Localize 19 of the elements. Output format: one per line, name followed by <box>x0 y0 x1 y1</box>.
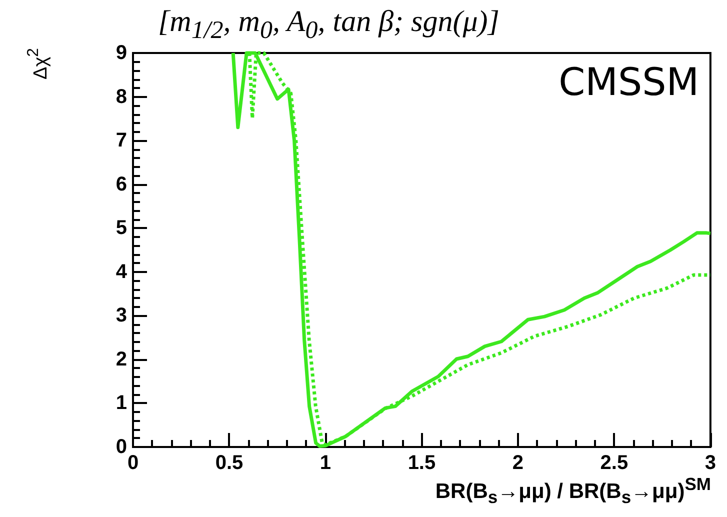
y-tick-label: 6 <box>116 173 127 196</box>
x-tick-label: 1.5 <box>408 452 436 474</box>
x-tick-label: 3 <box>704 452 716 474</box>
x-tick-label: 2 <box>512 452 524 474</box>
y-tick-label: 2 <box>116 348 127 370</box>
x-tick-label: 0.5 <box>215 452 244 474</box>
y-tick-label: 5 <box>116 217 127 240</box>
y-tick-label: 8 <box>116 86 127 108</box>
y-tick-label: 0 <box>116 436 127 458</box>
x-axis-title: BR(B$_{s}$→μμ) / BR(B$_{s}$→μμ)$^{SM}$ <box>435 474 711 508</box>
x-tick-label: 2.5 <box>600 452 628 474</box>
y-tick-label: 1 <box>116 392 127 414</box>
y-tick-label: 4 <box>116 260 128 283</box>
chart-title: [m$_{1/2}$, m$_{0}$, A$_{0}$, tan β; sgn(μ)] <box>158 4 500 46</box>
y-tick-label: 9 <box>116 42 127 64</box>
y-tick-label: 7 <box>116 130 127 152</box>
y-tick-label: 3 <box>116 304 127 327</box>
annotation: CMSSM <box>558 60 700 104</box>
x-tick-label: 1 <box>320 452 332 474</box>
